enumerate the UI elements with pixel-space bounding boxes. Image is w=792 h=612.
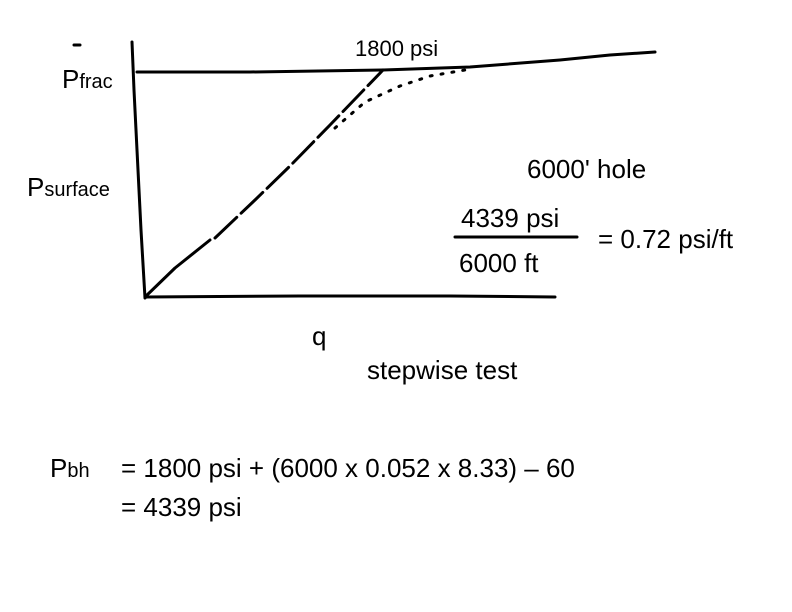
q-label: q <box>312 321 326 351</box>
denominator: 6000 ft <box>459 248 539 278</box>
equation-line: = 4339 psi <box>121 492 242 522</box>
test-label: stepwise test <box>367 355 518 385</box>
numerator: 4339 psi <box>461 203 559 233</box>
hole-label: 6000' hole <box>527 154 646 184</box>
frac-line <box>135 50 657 74</box>
subscript: bh <box>67 460 89 482</box>
p-surface: Psurface <box>27 172 110 202</box>
y-axis <box>130 40 147 300</box>
symbol: P <box>50 453 67 483</box>
subscript: surface <box>44 179 110 201</box>
p-bh: Pbh <box>50 453 90 483</box>
peak-label: 1800 psi <box>355 36 438 61</box>
ramp <box>213 68 385 240</box>
symbol: P <box>27 172 44 202</box>
equation-line: = 1800 psi + (6000 x 0.052 x 8.33) – 60 <box>121 453 575 483</box>
ramp <box>143 238 212 299</box>
fraction-result: = 0.72 psi/ft <box>598 224 734 254</box>
subscript: frac <box>79 71 112 93</box>
p-frac: Pfrac <box>62 64 113 94</box>
symbol: P <box>62 64 79 94</box>
dotted-curve <box>333 68 467 130</box>
x-axis <box>143 294 557 299</box>
